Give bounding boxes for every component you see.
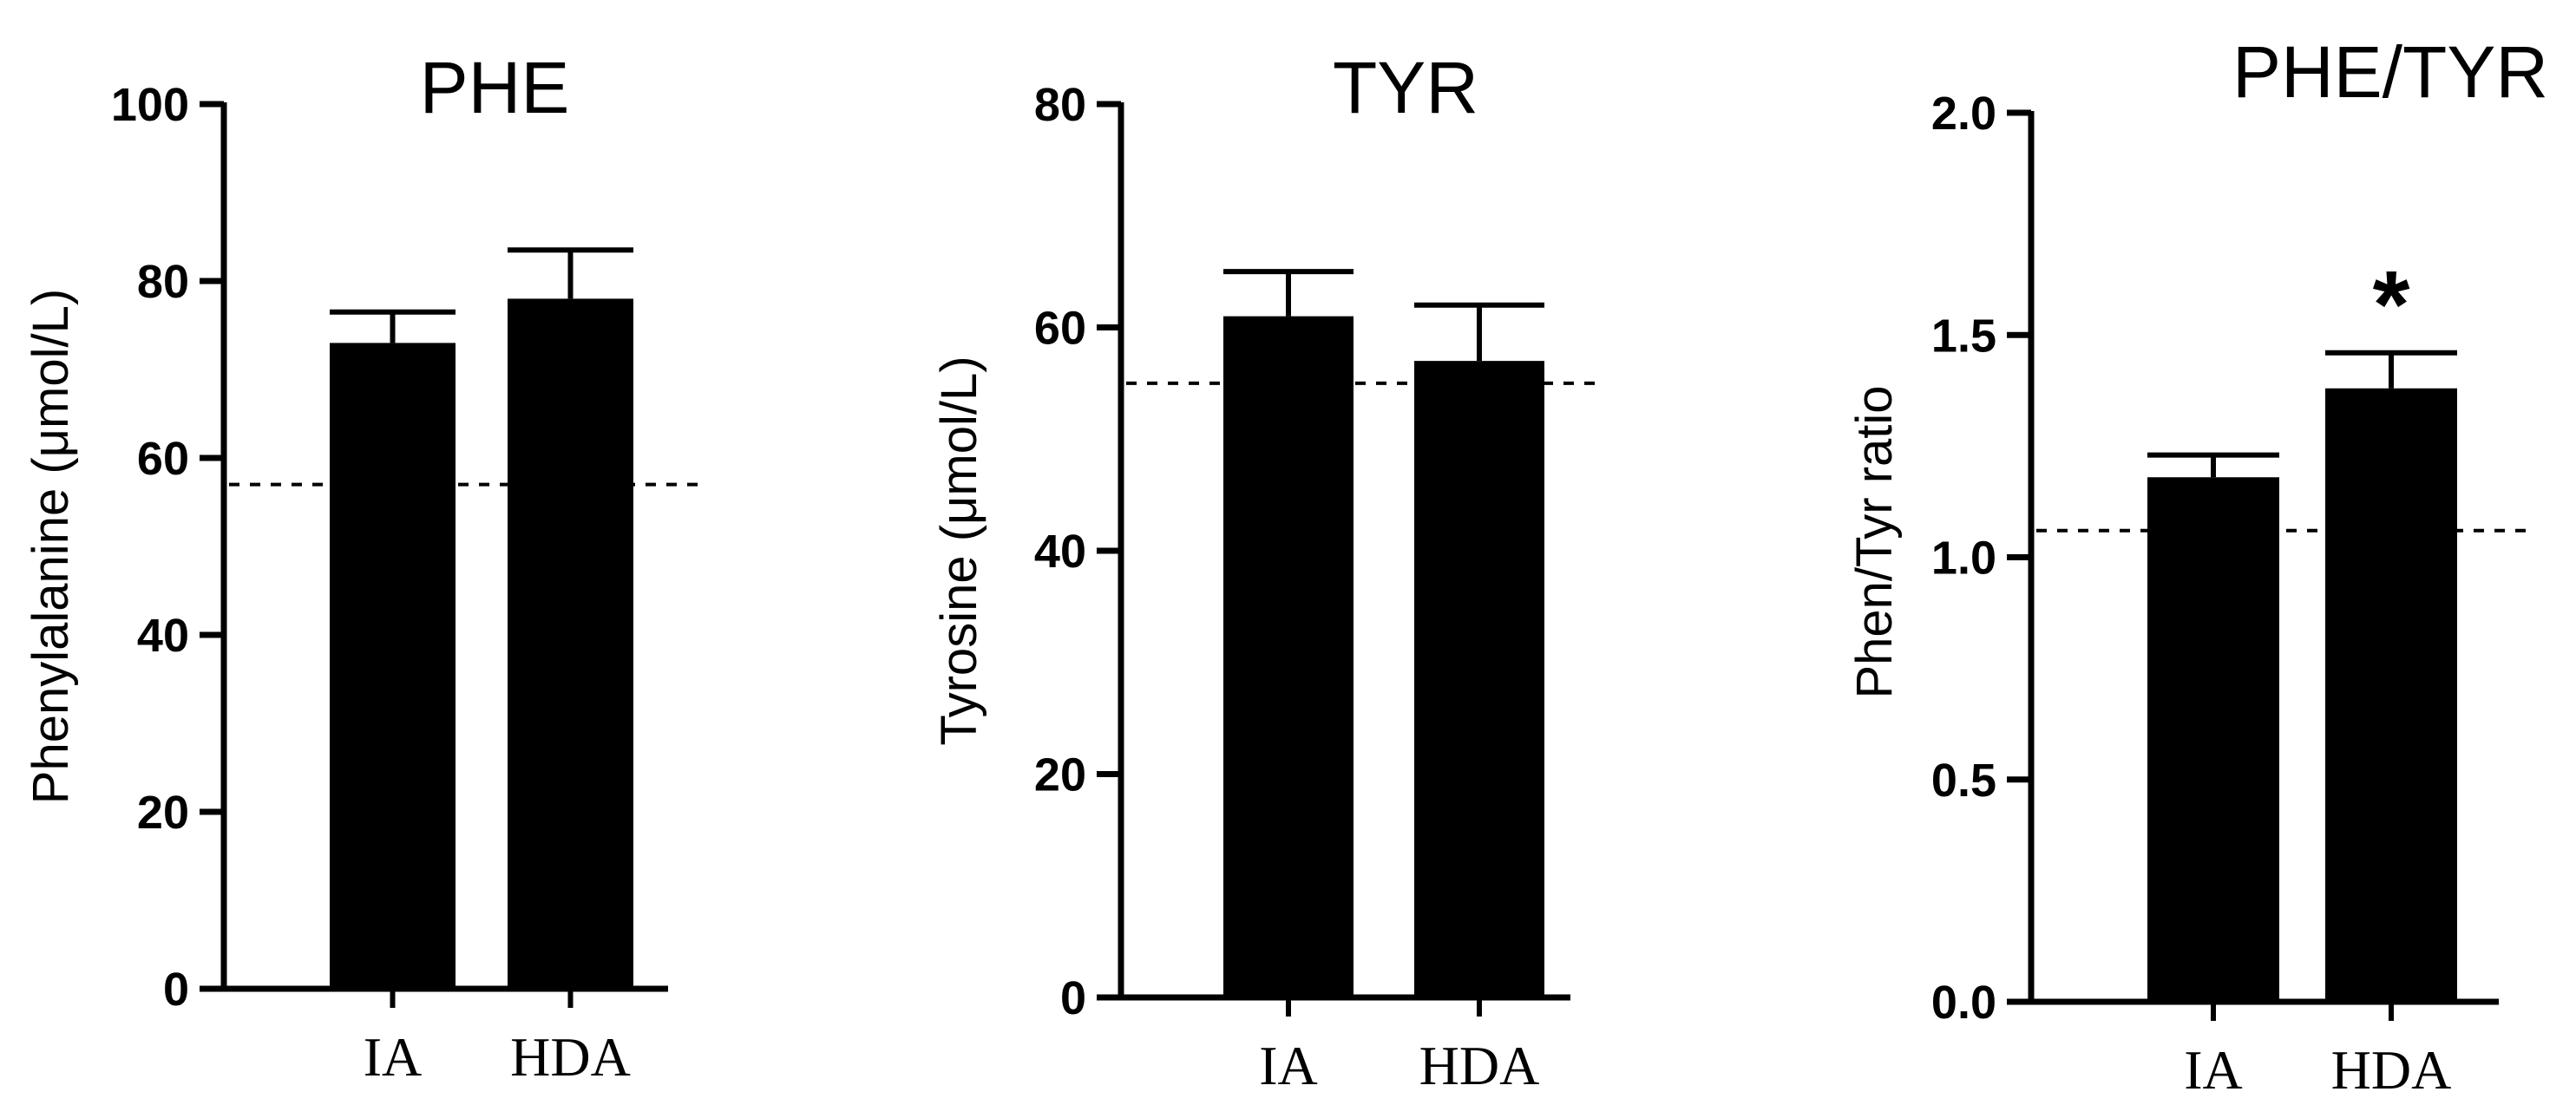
panel-3-bar-hda <box>2325 388 2457 1002</box>
panel-1-y-tick-label: 0 <box>163 964 189 1016</box>
panel-3-y-axis-label: Phen/Tyr ratio <box>1846 385 1903 698</box>
panel-1-y-tick-label: 40 <box>137 610 189 662</box>
panel-1-y-tick-label: 80 <box>137 256 189 308</box>
panel-2-x-tick-label: HDA <box>1419 1035 1540 1096</box>
panel-3-bar-ia <box>2147 477 2279 1002</box>
panel-3-y-tick-label: 1.5 <box>1931 310 1996 362</box>
panel-2-title: TYR <box>1333 47 1478 128</box>
panel-3-y-tick-label: 2.0 <box>1931 88 1996 140</box>
panel-1-y-tick-label: 60 <box>137 433 189 485</box>
panel-2-y-axis-label: Tyrosine (μmol/L) <box>931 356 987 745</box>
panel-3-x-tick-label: IA <box>2184 1039 2243 1101</box>
panel-2-y-tick-label: 60 <box>1034 303 1086 355</box>
panel-1-x-tick-label: IA <box>364 1026 423 1088</box>
panel-2-y-tick-label: 40 <box>1034 526 1086 578</box>
panel-2-y-tick-label: 80 <box>1034 79 1086 131</box>
panel-3-y-tick-label: 0.5 <box>1931 755 1996 807</box>
panel-1-x-tick-label: HDA <box>510 1026 631 1088</box>
panel-1-bar-hda <box>508 298 633 989</box>
panel-2-x-tick-label: IA <box>1259 1035 1318 1096</box>
panel-1-y-axis-label: Phenylalanine (μmol/L) <box>23 289 79 804</box>
panel-2-bar-hda <box>1414 361 1544 997</box>
panel-1-y-tick-label: 100 <box>111 79 189 131</box>
panel-3-significance-asterisk: * <box>2373 252 2410 358</box>
panel-2-bar-ia <box>1223 316 1354 997</box>
panel-1-bar-ia <box>330 343 456 989</box>
panel-1-y-tick-label: 20 <box>137 787 189 839</box>
panel-2-y-tick-label: 0 <box>1060 972 1086 1024</box>
panel-2-y-tick-label: 20 <box>1034 749 1086 801</box>
panel-3-x-tick-label: HDA <box>2331 1039 2452 1101</box>
panel-3-y-tick-label: 0.0 <box>1931 977 1996 1029</box>
panel-3-y-tick-label: 1.0 <box>1931 533 1996 585</box>
panel-1-title: PHE <box>420 47 570 128</box>
panel-3-title: PHE/TYR <box>2232 31 2548 113</box>
